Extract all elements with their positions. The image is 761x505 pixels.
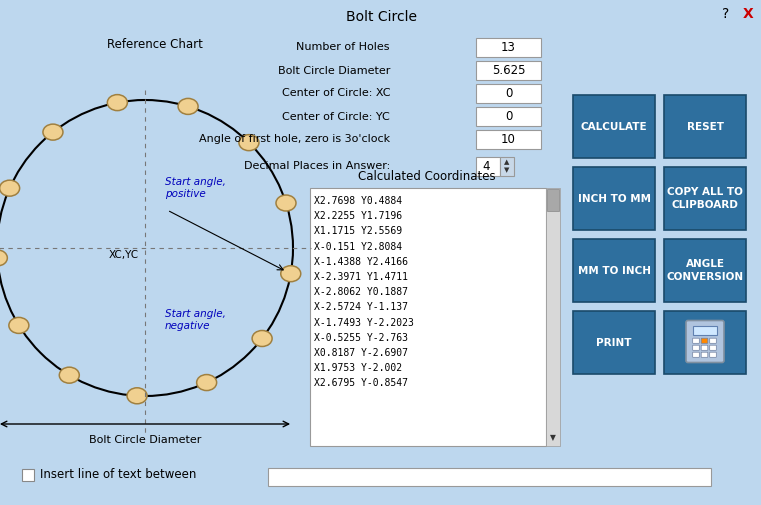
Ellipse shape: [0, 250, 8, 266]
Text: ▼: ▼: [505, 167, 510, 173]
FancyBboxPatch shape: [310, 188, 546, 446]
Text: Start angle,
negative: Start angle, negative: [165, 309, 226, 331]
Text: Start angle,
positive: Start angle, positive: [165, 177, 226, 199]
Ellipse shape: [178, 98, 198, 115]
Text: Decimal Places in Answer:: Decimal Places in Answer:: [244, 161, 390, 171]
Ellipse shape: [0, 180, 20, 196]
FancyBboxPatch shape: [22, 469, 34, 481]
FancyBboxPatch shape: [710, 352, 716, 358]
Ellipse shape: [107, 94, 127, 111]
Ellipse shape: [59, 367, 79, 383]
Text: X2.7698 Y0.4884: X2.7698 Y0.4884: [314, 196, 402, 206]
FancyBboxPatch shape: [547, 189, 559, 211]
Text: Angle of first hole, zero is 3o'clock: Angle of first hole, zero is 3o'clock: [199, 134, 390, 144]
Ellipse shape: [281, 266, 301, 282]
FancyBboxPatch shape: [701, 352, 708, 358]
Text: X1.9753 Y-2.002: X1.9753 Y-2.002: [314, 363, 402, 373]
FancyBboxPatch shape: [476, 130, 541, 149]
FancyBboxPatch shape: [693, 352, 699, 358]
Text: 13: 13: [501, 41, 516, 54]
Text: X-1.7493 Y-2.2023: X-1.7493 Y-2.2023: [314, 318, 414, 328]
Text: COPY ALL TO
CLIPBOARD: COPY ALL TO CLIPBOARD: [667, 187, 743, 210]
Text: X0.8187 Y-2.6907: X0.8187 Y-2.6907: [314, 348, 408, 358]
Text: Insert line of text between: Insert line of text between: [40, 469, 196, 481]
Text: 4: 4: [482, 160, 490, 173]
FancyBboxPatch shape: [476, 107, 541, 126]
Text: ▼: ▼: [550, 433, 556, 442]
Text: X-0.5255 Y-2.763: X-0.5255 Y-2.763: [314, 333, 408, 343]
Text: CALCULATE: CALCULATE: [581, 122, 648, 131]
Text: X2.2255 Y1.7196: X2.2255 Y1.7196: [314, 211, 402, 221]
FancyBboxPatch shape: [476, 157, 500, 176]
FancyBboxPatch shape: [701, 345, 708, 350]
Text: ?: ?: [722, 7, 730, 21]
FancyBboxPatch shape: [500, 157, 514, 176]
Ellipse shape: [239, 135, 259, 150]
FancyBboxPatch shape: [693, 338, 699, 343]
Text: X1.1715 Y2.5569: X1.1715 Y2.5569: [314, 226, 402, 236]
FancyBboxPatch shape: [573, 167, 655, 230]
FancyBboxPatch shape: [686, 321, 724, 363]
Text: ▲: ▲: [505, 159, 510, 165]
Text: X-2.8062 Y0.1887: X-2.8062 Y0.1887: [314, 287, 408, 297]
FancyBboxPatch shape: [268, 468, 711, 486]
Text: Bolt Circle: Bolt Circle: [345, 10, 416, 24]
Ellipse shape: [43, 124, 63, 140]
Text: Calculated Coordinates: Calculated Coordinates: [358, 170, 496, 182]
FancyBboxPatch shape: [573, 311, 655, 374]
Text: Center of Circle: XC: Center of Circle: XC: [282, 88, 390, 98]
Text: MM TO INCH: MM TO INCH: [578, 266, 651, 276]
Text: X: X: [743, 7, 753, 21]
FancyBboxPatch shape: [664, 95, 746, 158]
Text: INCH TO MM: INCH TO MM: [578, 193, 651, 204]
Text: X-0.151 Y2.8084: X-0.151 Y2.8084: [314, 241, 402, 251]
FancyBboxPatch shape: [710, 345, 716, 350]
FancyBboxPatch shape: [546, 188, 560, 446]
Text: XC,YC: XC,YC: [109, 250, 139, 260]
Text: Bolt Circle Diameter: Bolt Circle Diameter: [278, 66, 390, 76]
FancyBboxPatch shape: [664, 167, 746, 230]
Text: ANGLE
CONVERSION: ANGLE CONVERSION: [667, 259, 743, 282]
Text: Number of Holes: Number of Holes: [297, 42, 390, 53]
FancyBboxPatch shape: [573, 95, 655, 158]
Text: 10: 10: [501, 133, 516, 146]
Text: Bolt Circle Diameter: Bolt Circle Diameter: [89, 435, 201, 445]
Text: PRINT: PRINT: [597, 337, 632, 347]
FancyBboxPatch shape: [476, 38, 541, 57]
Text: 0: 0: [505, 110, 512, 123]
Text: 5.625: 5.625: [492, 64, 525, 77]
Text: RESET: RESET: [686, 122, 724, 131]
FancyBboxPatch shape: [693, 326, 717, 334]
FancyBboxPatch shape: [476, 84, 541, 103]
Text: 0: 0: [505, 87, 512, 100]
Ellipse shape: [127, 388, 147, 404]
Text: X2.6795 Y-0.8547: X2.6795 Y-0.8547: [314, 378, 408, 388]
Ellipse shape: [276, 195, 296, 211]
Text: X-1.4388 Y2.4166: X-1.4388 Y2.4166: [314, 257, 408, 267]
FancyBboxPatch shape: [664, 239, 746, 302]
Ellipse shape: [9, 318, 29, 333]
Text: X-2.3971 Y1.4711: X-2.3971 Y1.4711: [314, 272, 408, 282]
Text: Reference Chart: Reference Chart: [107, 37, 203, 50]
Text: Center of Circle: YC: Center of Circle: YC: [282, 112, 390, 122]
FancyBboxPatch shape: [693, 345, 699, 350]
FancyBboxPatch shape: [710, 338, 716, 343]
Ellipse shape: [252, 330, 272, 346]
Ellipse shape: [196, 375, 217, 390]
FancyBboxPatch shape: [701, 338, 708, 343]
FancyBboxPatch shape: [664, 311, 746, 374]
FancyBboxPatch shape: [476, 61, 541, 80]
FancyBboxPatch shape: [573, 239, 655, 302]
Text: X-2.5724 Y-1.137: X-2.5724 Y-1.137: [314, 302, 408, 313]
